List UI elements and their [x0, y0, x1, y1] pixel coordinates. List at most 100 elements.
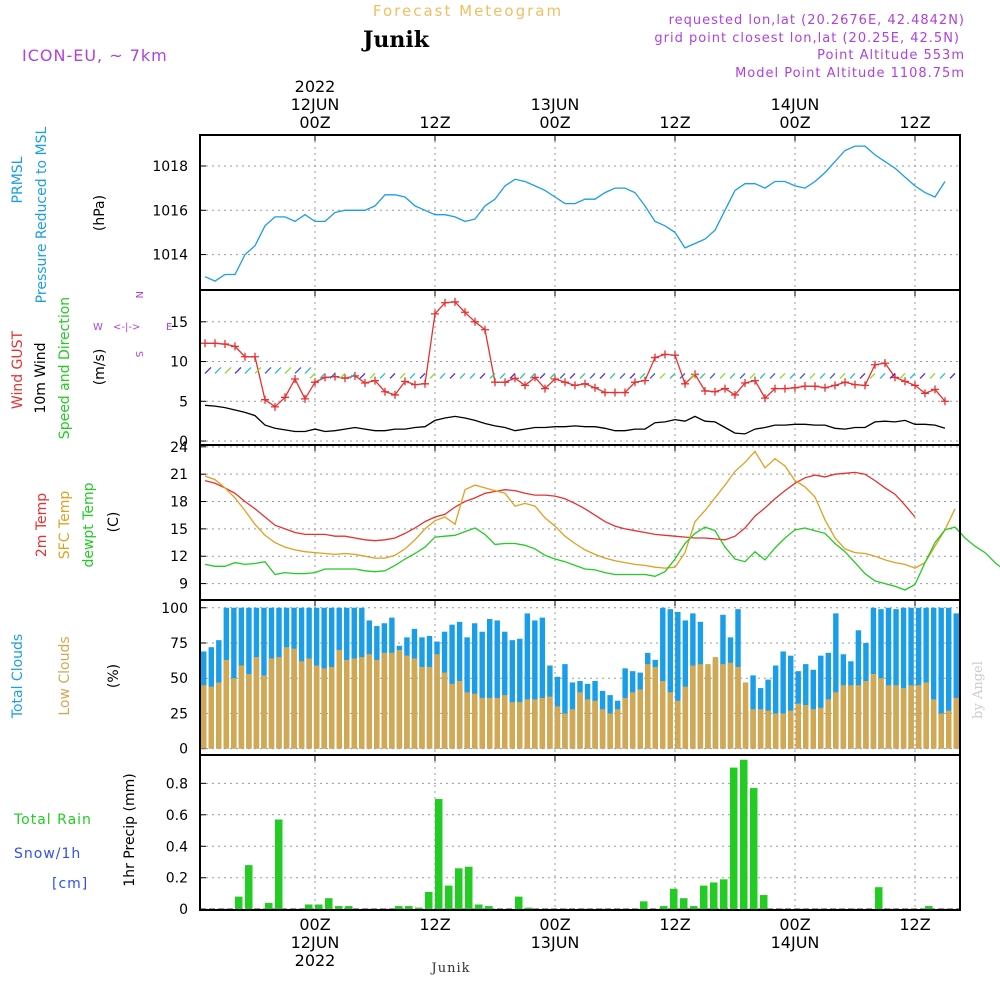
- total-cloud-bar: [494, 620, 500, 749]
- wind-arrow: [709, 373, 716, 379]
- wind-arrow: [254, 367, 262, 374]
- compass-s: S: [133, 351, 144, 357]
- top-tick-label: 12Z: [419, 113, 450, 132]
- rain-bar: [425, 891, 433, 910]
- low-cloud-bar: [283, 647, 290, 749]
- gust-point: [521, 381, 529, 390]
- gust-point: [851, 380, 859, 389]
- model-altitude: Model Point Altitude 1108.75m: [735, 66, 965, 81]
- gust-point: [931, 385, 939, 394]
- low-cloud-bar: [735, 666, 741, 749]
- low-cloud-bar: [765, 710, 771, 749]
- gust-point: [221, 340, 229, 349]
- rain-bar: [415, 907, 423, 910]
- gust-point: [911, 381, 919, 390]
- bottom-tick-label: 2022: [295, 951, 336, 970]
- wind-arrow: [789, 373, 796, 379]
- gust-point: [801, 382, 809, 391]
- low-cloud-bar: [712, 657, 719, 749]
- bottom-tick-label: 13JUN: [531, 933, 580, 952]
- rain-bar: [730, 767, 738, 910]
- gust-point: [561, 378, 569, 387]
- total-cloud-bar: [532, 620, 538, 749]
- panel-frame: [199, 134, 961, 291]
- low-cloud-bar: [344, 659, 350, 749]
- low-cloud-bar: [900, 688, 907, 749]
- gust-point: [751, 376, 759, 385]
- wind-arrow: [829, 373, 836, 379]
- wind-arrow: [509, 373, 516, 379]
- compass-n: N: [133, 291, 144, 298]
- top-tick-label: 2022: [295, 77, 336, 96]
- y-tick-label: 15: [170, 522, 188, 538]
- wind-arrow: [779, 373, 786, 379]
- rain-bar: [720, 879, 728, 910]
- total-cloud-bar: [900, 607, 907, 749]
- total-cloud-bar: [660, 607, 666, 749]
- wind-arrow: [949, 373, 956, 379]
- gust-point: [401, 377, 409, 386]
- wind-panel: 0 5 10 15: [170, 289, 961, 450]
- gust-point: [741, 379, 749, 387]
- top-tick-label: 00Z: [299, 113, 330, 132]
- wind-arrow: [849, 373, 856, 379]
- wind-arrow: [439, 373, 446, 379]
- y-tick-label: 1014: [152, 248, 188, 264]
- wind-arrow: [559, 373, 566, 379]
- total-cloud-bar: [517, 638, 523, 749]
- wind-arrow: [939, 373, 946, 379]
- low-cloud-bar: [486, 697, 493, 749]
- gust-point: [721, 384, 729, 393]
- rain-bar: [235, 896, 243, 910]
- wind-arrow: [339, 373, 346, 379]
- low-cloud-bar: [464, 692, 470, 749]
- panel-frame: [199, 289, 961, 446]
- gust-point: [711, 387, 719, 396]
- snow-unit-label: [cm]: [52, 876, 88, 892]
- total-cloud-bar: [893, 609, 899, 749]
- total-cloud-bar: [509, 640, 515, 749]
- low-cloud-bar: [840, 685, 847, 749]
- rain-bar: [660, 906, 668, 910]
- low-cloud-bar: [607, 713, 613, 749]
- rain-bar: [640, 901, 648, 910]
- total-cloud-bar: [562, 664, 568, 749]
- wind-arrow: [759, 373, 766, 379]
- wind-arrow: [859, 373, 866, 379]
- low-cloud-bar: [946, 710, 952, 749]
- y-tick-label: 0: [179, 434, 188, 450]
- rain-bar: [405, 906, 413, 910]
- top-tick-label: 00Z: [779, 113, 810, 132]
- low-cloud-bar: [720, 664, 726, 749]
- gust-point: [301, 394, 309, 403]
- low-cloud-bar: [366, 654, 373, 749]
- rain-bar: [275, 819, 283, 910]
- low-cloud-bar: [599, 709, 606, 749]
- y-tick-label: 0.8: [166, 776, 188, 792]
- compass-arrows: <-|->: [113, 322, 140, 333]
- low-cloud-bar: [411, 658, 418, 749]
- bottom-tick-label: 12JUN: [291, 933, 340, 952]
- wind-arrow: [214, 367, 222, 374]
- wind-arrow: [359, 373, 366, 379]
- total-cloud-bar: [908, 607, 914, 749]
- gust-point: [341, 374, 349, 383]
- low-cloud-bar: [780, 713, 786, 749]
- total-cloud-bar: [479, 631, 485, 749]
- wind-dir-label: Speed and Direction: [57, 297, 73, 439]
- gust-point: [671, 351, 679, 360]
- total-cloud-bar: [946, 607, 952, 749]
- gust-point: [241, 352, 249, 361]
- low-cloud-bar: [253, 657, 260, 749]
- compass-e: E: [166, 322, 172, 333]
- wind-arrow: [879, 373, 886, 379]
- low-cloud-bar: [502, 695, 508, 749]
- low-cloud-bar: [389, 652, 395, 749]
- wind-arrow: [609, 373, 616, 379]
- low-cloud-bar: [539, 697, 546, 749]
- rain-bar: [305, 904, 313, 910]
- wind-10m-label: 10m Wind: [33, 342, 49, 413]
- low-cloud-bar: [675, 700, 681, 749]
- gust-point: [641, 376, 649, 385]
